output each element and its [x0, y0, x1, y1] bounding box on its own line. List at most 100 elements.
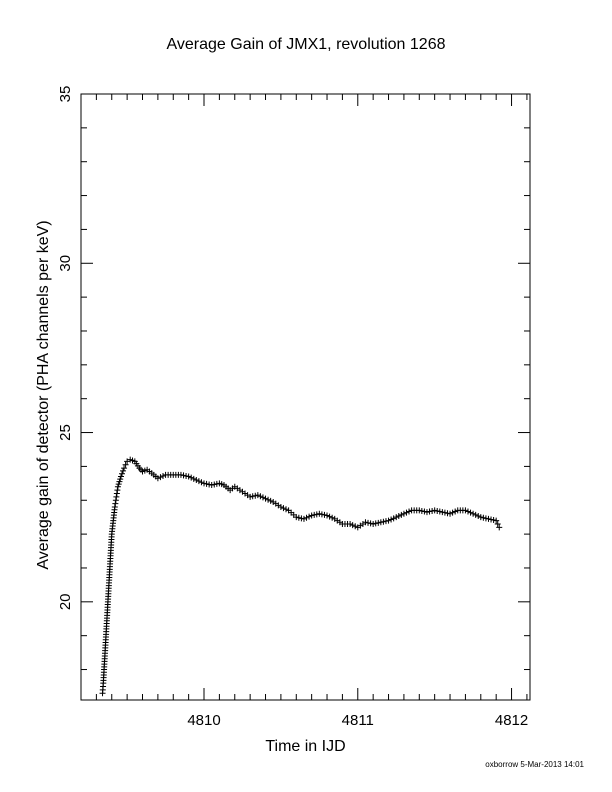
data-point: [160, 472, 167, 479]
data-point: [157, 474, 164, 481]
data-point: [111, 504, 118, 511]
data-point: [444, 510, 451, 517]
data-point: [485, 515, 492, 522]
data-point: [421, 508, 428, 515]
data-point: [385, 517, 392, 524]
data-point: [259, 494, 266, 501]
axis-ticks: 4810 4811 4812 20 25 30 35: [57, 86, 530, 729]
data-point: [447, 510, 454, 517]
data-point: [388, 516, 395, 523]
data-point: [115, 481, 122, 488]
data-point: [472, 511, 479, 518]
data-point: [311, 511, 318, 518]
data-point: [423, 509, 430, 516]
data-point: [252, 492, 259, 499]
x-tick-label: 4811: [342, 712, 374, 729]
data-point: [367, 520, 374, 527]
data-point: [122, 461, 129, 468]
data-point: [154, 475, 161, 482]
data-point: [277, 504, 284, 511]
data-point: [247, 493, 254, 500]
data-point: [185, 473, 192, 480]
data-point: [398, 511, 405, 518]
data-point: [475, 513, 482, 520]
data-point: [121, 465, 128, 472]
y-tick-label: 30: [57, 255, 74, 272]
data-point: [203, 480, 210, 487]
plot-frame: [80, 93, 531, 701]
data-point: [188, 474, 195, 481]
x-tick-label: 4810: [187, 712, 220, 729]
data-point: [362, 519, 369, 526]
data-point: [295, 514, 302, 521]
data-point: [352, 523, 359, 530]
data-point: [280, 505, 287, 512]
data-point: [112, 500, 119, 507]
data-point: [124, 458, 131, 465]
data-point: [300, 515, 307, 522]
data-point: [113, 490, 120, 497]
data-points: [99, 456, 503, 697]
data-point: [400, 510, 407, 517]
data-point: [321, 511, 328, 518]
data-point: [114, 487, 121, 494]
data-point: [416, 507, 423, 514]
y-axis-label: Average gain of detector (PHA channels p…: [35, 220, 52, 570]
data-point: [257, 493, 264, 500]
x-axis-label: Time in IJD: [265, 738, 346, 755]
data-point: [303, 514, 310, 521]
data-point: [114, 483, 121, 490]
data-point: [183, 472, 190, 479]
data-point: [482, 515, 489, 522]
data-point: [347, 520, 354, 527]
data-point: [117, 473, 124, 480]
data-point: [496, 524, 503, 531]
data-point: [434, 507, 441, 514]
data-point: [112, 497, 119, 504]
data-point: [490, 517, 497, 524]
data-point: [283, 506, 290, 513]
data-point: [254, 492, 261, 499]
data-point: [380, 518, 387, 525]
data-point: [493, 517, 500, 524]
data-point: [393, 514, 400, 521]
data-point: [211, 481, 218, 488]
data-point: [117, 476, 124, 483]
y-tick-label: 25: [57, 424, 74, 441]
data-point: [382, 518, 389, 525]
data-point: [113, 493, 120, 500]
data-point: [324, 512, 331, 519]
y-tick-label: 20: [57, 593, 74, 610]
data-point: [308, 512, 315, 519]
data-point: [480, 514, 487, 521]
data-point: [201, 480, 208, 487]
data-point: [375, 519, 382, 526]
data-point: [377, 519, 384, 526]
data-point: [326, 513, 333, 520]
data-point: [449, 509, 456, 516]
data-point: [306, 513, 313, 520]
data-point: [418, 507, 425, 514]
data-point: [208, 482, 215, 489]
data-point: [177, 471, 184, 478]
data-point: [206, 481, 213, 488]
data-point: [329, 514, 336, 521]
data-point: [370, 520, 377, 527]
data-point: [116, 478, 123, 485]
data-point: [195, 478, 202, 485]
data-point: [198, 479, 205, 486]
chart-title: Average Gain of JMX1, revolution 1268: [166, 36, 446, 53]
data-point: [120, 467, 127, 474]
data-point: [436, 508, 443, 515]
data-point: [316, 510, 323, 517]
data-point: [318, 511, 325, 518]
data-point: [190, 475, 197, 482]
data-point: [431, 507, 438, 514]
data-point: [372, 520, 379, 527]
data-point: [426, 508, 433, 515]
data-point: [298, 515, 305, 522]
footer-credit: oxborrow 5-Mar-2013 14:01: [485, 760, 584, 769]
y-tick-label: 35: [57, 86, 74, 103]
data-point: [403, 509, 410, 516]
